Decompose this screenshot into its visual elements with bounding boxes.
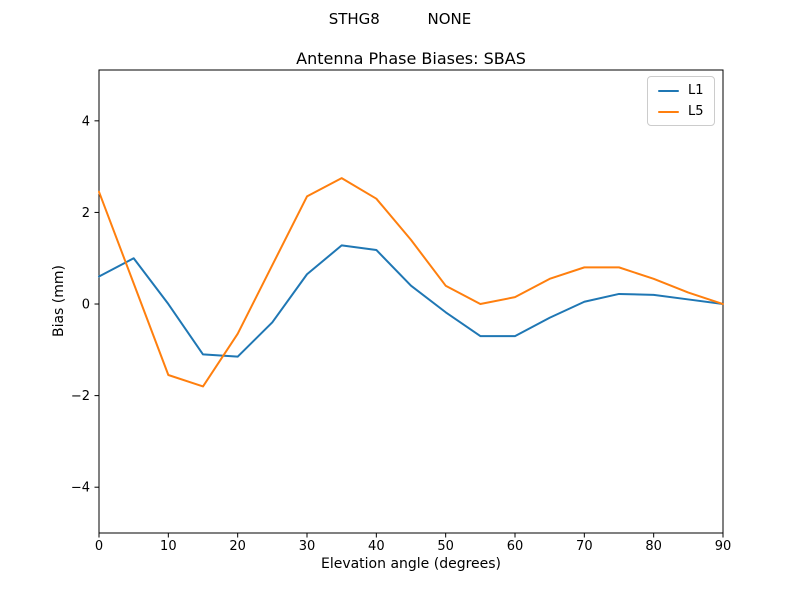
x-tick-label: 50 (437, 539, 454, 554)
legend-label: L5 (688, 104, 704, 119)
x-tick-label: 20 (229, 539, 246, 554)
y-tick-label: −4 (71, 481, 90, 496)
x-tick-label: 80 (645, 539, 662, 554)
axes-frame (98, 69, 724, 534)
x-tick-label: 70 (576, 539, 593, 554)
y-tick-label: −2 (71, 389, 90, 404)
y-tick-label: 2 (82, 206, 90, 221)
x-tick-label: 60 (507, 539, 524, 554)
series-line-L1 (98, 244, 724, 358)
y-axis-label: Bias (mm) (51, 264, 67, 338)
chart-title: Antenna Phase Biases: SBAS (296, 49, 526, 68)
y-tick-label: 4 (82, 114, 90, 129)
x-tick-label: 40 (368, 539, 385, 554)
x-tick-label: 10 (160, 539, 177, 554)
y-tick-label: 0 (82, 298, 90, 313)
x-tick-label: 30 (299, 539, 316, 554)
figure-suptitle: STHG8 NONE (328, 10, 472, 28)
legend-line-swatch (658, 110, 679, 113)
legend-label: L1 (688, 83, 704, 98)
legend-item-L5: L5 (658, 105, 704, 118)
x-tick-label: 0 (95, 539, 103, 554)
series-line-L5 (98, 177, 724, 388)
legend-item-L1: L1 (658, 84, 704, 97)
legend-line-swatch (658, 89, 679, 92)
x-tick-label: 90 (715, 539, 732, 554)
legend: L1 L5 (647, 76, 715, 126)
x-axis-label: Elevation angle (degrees) (320, 556, 502, 572)
